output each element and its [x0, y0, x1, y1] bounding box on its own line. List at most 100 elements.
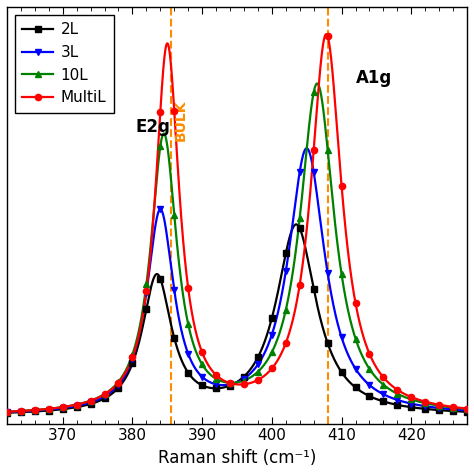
2L [199, 383, 205, 388]
MultiL [74, 402, 80, 408]
3L [311, 169, 317, 175]
MultiL [46, 406, 52, 411]
3L [157, 207, 163, 212]
3L [394, 397, 400, 403]
10L [325, 147, 330, 153]
MultiL [297, 282, 302, 287]
10L [450, 405, 456, 410]
10L [46, 406, 52, 411]
3L [88, 400, 93, 405]
3L [4, 410, 10, 415]
3L [325, 270, 330, 276]
2L [157, 276, 163, 282]
2L [422, 406, 428, 412]
10L [227, 380, 233, 386]
3L [366, 382, 372, 388]
MultiL [311, 147, 317, 153]
10L [116, 379, 121, 384]
MultiL [450, 404, 456, 410]
10L [32, 407, 37, 413]
10L [422, 400, 428, 406]
3L [185, 351, 191, 357]
2L [213, 385, 219, 391]
MultiL [241, 382, 247, 387]
3L [339, 335, 345, 340]
2L [102, 396, 108, 401]
3L [464, 408, 470, 413]
10L [255, 369, 261, 374]
MultiL [409, 394, 414, 400]
3L [144, 290, 149, 295]
3L [199, 374, 205, 380]
10L [213, 376, 219, 382]
MultiL [60, 404, 65, 410]
MultiL [32, 407, 37, 413]
2L [144, 306, 149, 312]
MultiL [422, 399, 428, 404]
MultiL [339, 183, 345, 189]
10L [366, 366, 372, 372]
10L [464, 406, 470, 412]
3L [283, 269, 289, 274]
MultiL [394, 387, 400, 392]
3L [172, 287, 177, 293]
2L [339, 369, 345, 375]
10L [339, 272, 345, 277]
2L [394, 402, 400, 408]
Line: 10L: 10L [4, 89, 470, 415]
2L [353, 384, 358, 390]
3L [450, 407, 456, 412]
10L [409, 397, 414, 402]
2L [450, 408, 456, 414]
MultiL [88, 398, 93, 403]
3L [409, 401, 414, 407]
2L [255, 355, 261, 360]
3L [422, 403, 428, 409]
MultiL [255, 377, 261, 383]
Text: BULK: BULK [173, 100, 188, 141]
MultiL [227, 380, 233, 386]
Text: A1g: A1g [356, 69, 392, 87]
2L [409, 404, 414, 410]
MultiL [464, 406, 470, 411]
10L [157, 144, 163, 149]
MultiL [18, 408, 24, 414]
2L [129, 361, 135, 366]
2L [227, 383, 233, 388]
2L [381, 399, 386, 404]
3L [255, 362, 261, 367]
Line: MultiL: MultiL [4, 33, 470, 415]
2L [172, 335, 177, 341]
10L [74, 401, 80, 407]
MultiL [157, 109, 163, 115]
2L [366, 393, 372, 399]
3L [269, 332, 275, 337]
10L [88, 398, 93, 403]
10L [172, 212, 177, 218]
2L [241, 374, 247, 379]
MultiL [213, 372, 219, 378]
10L [283, 307, 289, 313]
MultiL [325, 34, 330, 39]
X-axis label: Raman shift (cm⁻¹): Raman shift (cm⁻¹) [158, 449, 316, 467]
2L [283, 251, 289, 256]
Text: E2g: E2g [136, 118, 171, 136]
10L [60, 404, 65, 410]
3L [129, 356, 135, 362]
3L [381, 392, 386, 397]
3L [297, 169, 302, 174]
MultiL [353, 300, 358, 306]
3L [102, 393, 108, 399]
2L [464, 409, 470, 415]
Line: 3L: 3L [4, 169, 470, 415]
10L [394, 391, 400, 397]
2L [18, 410, 24, 415]
MultiL [283, 340, 289, 346]
MultiL [102, 392, 108, 397]
Line: 2L: 2L [4, 225, 470, 416]
Legend: 2L, 3L, 10L, MultiL: 2L, 3L, 10L, MultiL [15, 15, 114, 113]
10L [381, 382, 386, 388]
2L [74, 404, 80, 410]
10L [4, 409, 10, 415]
3L [60, 405, 65, 411]
